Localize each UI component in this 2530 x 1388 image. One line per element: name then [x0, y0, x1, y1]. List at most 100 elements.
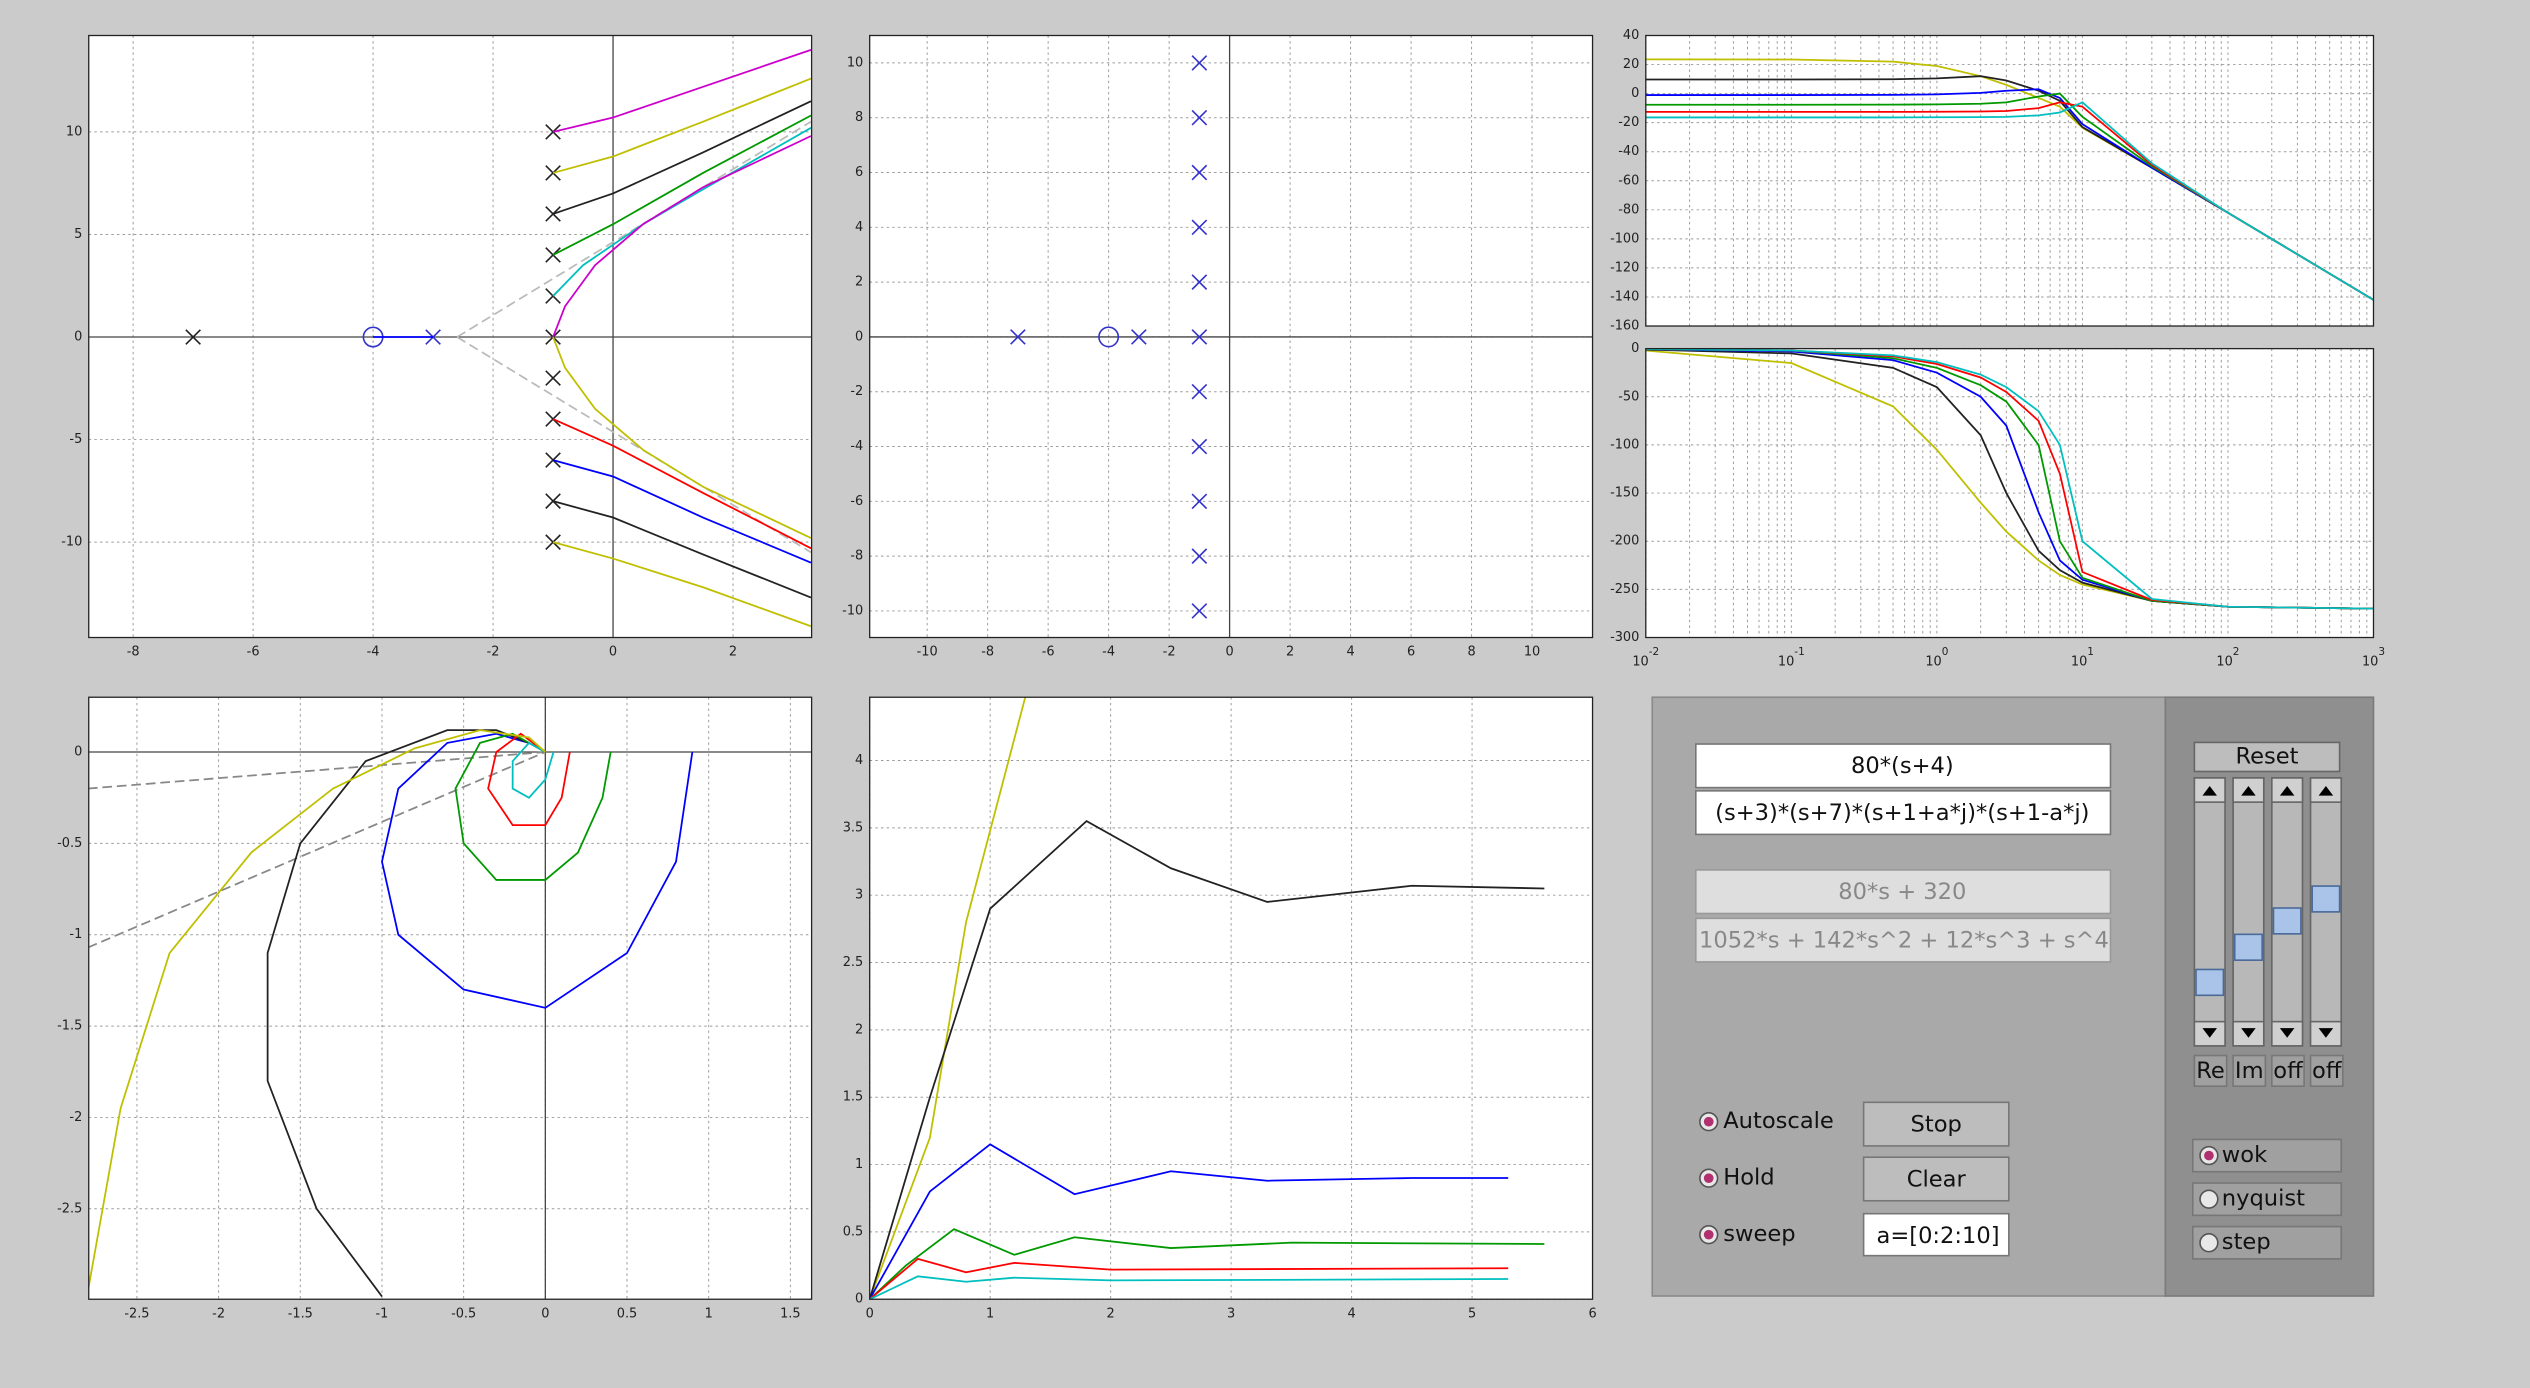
- y-tick-label: 0: [1631, 341, 1639, 356]
- slider-arrow[interactable]: [2271, 1020, 2304, 1047]
- x-tick-label: -1: [376, 1306, 389, 1321]
- slider-track[interactable]: [2193, 777, 2226, 1047]
- x-tick-label: 10-2: [1632, 646, 1659, 669]
- y-tick-label: -120: [1610, 260, 1639, 275]
- series-group: [88, 729, 694, 1298]
- slider-arrow[interactable]: [2193, 777, 2226, 803]
- control-panel: 80*(s+4) (s+3)*(s+7)*(s+1+a*j)*(s+1-a*j)…: [1651, 696, 2375, 1297]
- curve: [869, 820, 1545, 1300]
- tick-exponent: 0: [1942, 646, 1949, 658]
- tick-base: 10: [1925, 654, 1941, 669]
- pole-marker: [1191, 438, 1208, 455]
- slider-thumb[interactable]: [2233, 933, 2263, 961]
- tick-exponent: 1: [2087, 646, 2094, 658]
- plot-frame: [88, 696, 813, 1300]
- y-tick-label: -60: [1618, 173, 1639, 188]
- radio[interactable]: [2199, 1233, 2219, 1253]
- den-expanded-text: 1052*s + 142*s^2 + 12*s^3 + s^4 + 2: [1699, 927, 2156, 953]
- plot: -10 -5 0 5 10 -8 -6 -4 -2 0 2: [61, 34, 813, 660]
- slider-label: off: [2273, 1058, 2303, 1084]
- slider-thumb[interactable]: [2272, 907, 2302, 935]
- pole-marker: [1131, 329, 1147, 345]
- pole-marker: [1191, 548, 1208, 564]
- slider-thumb[interactable]: [2311, 885, 2341, 913]
- radio-dot: [2204, 1150, 2214, 1161]
- curve: [266, 729, 546, 1298]
- y-tick-label: 3.5: [843, 820, 864, 835]
- pole-marker: [1191, 55, 1208, 71]
- sweep-input[interactable]: [1862, 1212, 2010, 1257]
- sweep-text: a=[0:2:10]: [1877, 1223, 2000, 1249]
- arrow-icon: [2241, 785, 2256, 796]
- tick-base: 10: [2362, 654, 2378, 669]
- slider-thumb[interactable]: [2195, 968, 2225, 997]
- curve: [88, 729, 546, 1292]
- x-tick-label: -8: [127, 645, 140, 660]
- series-group: [1010, 55, 1208, 619]
- x-tick-label: 2: [729, 645, 737, 660]
- numerator-field[interactable]: [1695, 743, 2112, 789]
- x-tick-label: 0: [541, 1306, 549, 1321]
- slider-label: Re: [2196, 1058, 2225, 1084]
- denominator-field[interactable]: [1695, 790, 2112, 836]
- y-tick-label: -160: [1610, 319, 1639, 334]
- y-tick-label: -140: [1610, 289, 1639, 304]
- plot-frame: [869, 696, 1594, 1300]
- curve: [869, 1228, 1545, 1300]
- pole-marker: [545, 370, 561, 386]
- slider-track[interactable]: [2232, 777, 2265, 1047]
- curve: [88, 751, 546, 790]
- curve: [552, 336, 812, 539]
- x-tick-label: 100: [1925, 646, 1948, 669]
- y-tick-label: 10: [66, 124, 82, 139]
- curve: [1645, 348, 2374, 610]
- y-tick-label: -2.5: [57, 1201, 82, 1216]
- x-tick-label: 3: [1227, 1306, 1235, 1321]
- series-group: [869, 697, 1545, 1300]
- y-tick-label: 20: [1623, 57, 1639, 72]
- pole-marker: [1191, 329, 1208, 345]
- x-tick-label: -0.5: [451, 1306, 476, 1321]
- plot-frame: [88, 34, 813, 639]
- y-tick-label: -0.5: [57, 836, 82, 851]
- y-tick-label: -2: [850, 384, 863, 399]
- pole-marker: [425, 329, 441, 345]
- y-tick-label: 4: [855, 753, 863, 768]
- slider-arrow[interactable]: [2309, 1020, 2343, 1047]
- curve: [552, 459, 812, 564]
- stop-button[interactable]: [1862, 1101, 2010, 1147]
- curve: [552, 100, 812, 215]
- view-option-label: nyquist: [2222, 1186, 2305, 1212]
- arrow-icon: [2202, 1028, 2217, 1038]
- x-tick-label: 102: [2216, 646, 2239, 669]
- y-tick-label: -10: [842, 603, 863, 618]
- tick-base: 10: [1632, 654, 1648, 669]
- y-tick-label: -100: [1610, 437, 1639, 452]
- x-tick-label: 6: [1407, 645, 1415, 660]
- denominator-text: (s+3)*(s+7)*(s+1+a*j)*(s+1-a*j): [1715, 800, 2089, 826]
- view-option-box[interactable]: [2191, 1182, 2343, 1217]
- slider-arrow[interactable]: [2232, 777, 2265, 803]
- view-option-label: step: [2222, 1229, 2271, 1255]
- plot: -10 -8 -6 -4 -2 0 2 4 6 8 10 -10 -8 -6 -4 -2 0 2 4 6 8 10: [842, 34, 1594, 660]
- plot: -300-250-200-150-100-50010-210-110010110…: [1610, 341, 2385, 669]
- num-expanded-text: 80*s + 320: [1838, 879, 1966, 905]
- radio-dot: [1703, 1173, 1714, 1184]
- y-tick-label: 5: [74, 227, 82, 242]
- x-tick-label: 0: [866, 1306, 874, 1321]
- curve: [511, 741, 555, 799]
- radio[interactable]: [2199, 1189, 2219, 1209]
- y-tick-label: -300: [1610, 630, 1639, 645]
- reset-button[interactable]: [2193, 741, 2341, 773]
- x-tick-label: 10-1: [1778, 646, 1805, 669]
- y-tick-label: 0: [74, 745, 82, 760]
- arrow-icon: [2279, 785, 2295, 796]
- clear-button[interactable]: [1862, 1156, 2010, 1202]
- reset-label: Reset: [2235, 743, 2298, 769]
- y-tick-label: 2.5: [843, 955, 864, 970]
- y-tick-label: -40: [1618, 144, 1639, 159]
- plot: 0 0.5 1 1.5 2 2.5 3 3.5 4 0 1 2 3 4 5 6: [843, 696, 1597, 1321]
- y-tick-label: -200: [1610, 534, 1639, 549]
